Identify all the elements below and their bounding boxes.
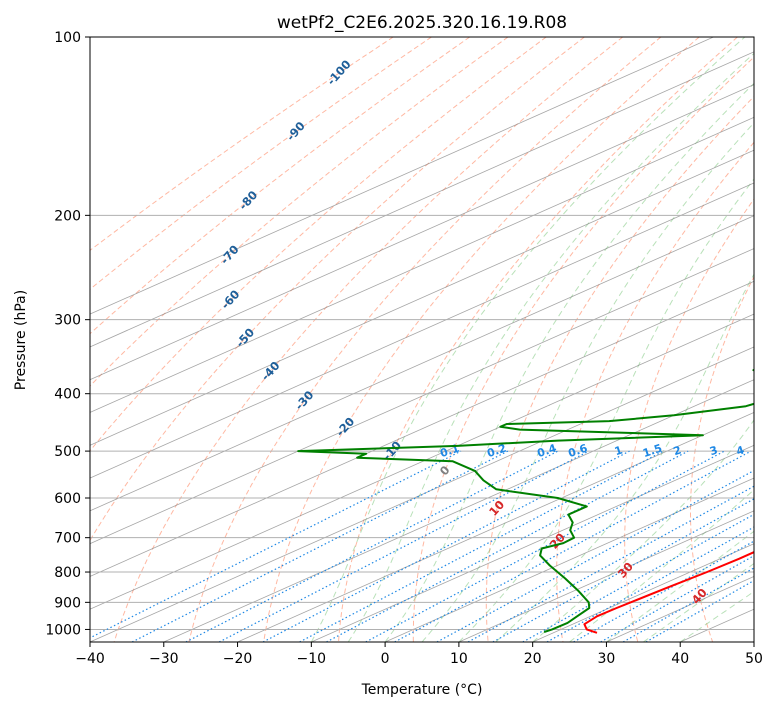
mixing-ratio-line — [600, 554, 754, 642]
isotherm-line — [90, 313, 754, 610]
dry-adiabat-line — [90, 37, 432, 290]
mixing-ratio-line — [622, 567, 754, 642]
moist-adiabat-line — [643, 562, 754, 642]
dry-adiabat-line — [188, 37, 662, 642]
moist-adiabat-line — [606, 530, 754, 642]
mixing-ratio-label: 0.2 — [485, 442, 508, 460]
mixing-ratio-label: 4 — [735, 443, 747, 458]
moist-adiabat-line — [421, 122, 754, 642]
moist-adiabat-line — [310, 37, 746, 642]
moist-adiabat-line — [495, 273, 754, 642]
mixing-ratio-line — [262, 450, 630, 642]
chart-title: wetPf2_C2E6.2025.320.16.19.R08 — [277, 13, 567, 33]
moist-adiabat-line — [532, 419, 754, 642]
x-axis-label: Temperature (°C) — [361, 682, 483, 698]
axes: −40 −30 −20 −10 0 10 20 30 40 50 1000 900 800 700 600 5… — [45, 30, 763, 667]
mixing-ratio-label: 0.6 — [567, 442, 590, 460]
isotherm-line — [90, 280, 754, 577]
isotherm-line — [90, 182, 754, 479]
isotherm-line — [90, 37, 714, 315]
x-tick-label: 10 — [450, 651, 468, 667]
mixing-ratio-label: 1 — [613, 444, 624, 459]
isotherm-line — [90, 84, 754, 381]
mixing-ratio-label: 6 — [774, 443, 775, 458]
mixing-ratio-label: 3 — [708, 444, 719, 459]
x-tick-label: 40 — [671, 651, 689, 667]
isotherm-line — [384, 477, 754, 642]
mixing-ratio-line — [326, 450, 689, 642]
isotherm-line — [90, 346, 754, 642]
moist-adiabat-line — [347, 52, 754, 642]
dry-adiabat-line — [485, 95, 754, 642]
x-tick-label: −10 — [297, 651, 327, 667]
y-tick-label: 700 — [54, 531, 81, 547]
dewpoint-profile — [297, 368, 754, 633]
moist-adiabat-line — [679, 590, 754, 642]
isotherm-line — [458, 510, 754, 642]
dry-adiabat-line — [90, 37, 509, 387]
dry-adiabat-line — [412, 56, 754, 642]
isotherm-line — [90, 149, 754, 446]
dry-adiabat-line — [624, 198, 754, 642]
x-tick-label: −40 — [75, 651, 105, 667]
y-tick-label: 500 — [54, 444, 81, 460]
y-tick-label: 900 — [54, 595, 81, 611]
mixing-ratio-line — [299, 450, 664, 642]
temperature-profile — [583, 551, 754, 634]
mixing-ratio-label: 1.5 — [641, 442, 664, 460]
isotherm-line — [163, 379, 754, 642]
y-tick-label: 1000 — [45, 622, 81, 638]
sounding-profiles — [297, 368, 754, 634]
y-axis-label: Pressure (hPa) — [13, 290, 29, 390]
mixing-ratio-line — [185, 450, 559, 642]
mixing-ratio-line — [394, 450, 752, 642]
dry-adiabat-line — [113, 37, 624, 642]
y-tick-label: 800 — [54, 565, 81, 581]
x-tick-label: 50 — [745, 651, 763, 667]
moist-adiabat-line — [384, 82, 754, 642]
x-tick-label: 30 — [598, 651, 616, 667]
plot-frame — [89, 36, 755, 643]
x-tick-label: 20 — [524, 651, 542, 667]
dry-adiabat-line — [338, 37, 738, 642]
y-tick-label: 600 — [54, 491, 81, 507]
isotherm-line — [90, 51, 754, 348]
mixing-ratio-line — [573, 540, 754, 642]
mixing-ratio-line — [436, 469, 754, 642]
mixing-ratio-line — [546, 526, 754, 642]
dry-adiabat-line — [556, 141, 754, 642]
background-lines — [90, 37, 754, 642]
isotherm-line — [90, 248, 754, 545]
isotherm-line — [311, 444, 754, 642]
y-tick-label: 300 — [54, 313, 81, 329]
isotherm-line — [90, 116, 754, 413]
mixing-ratio-label: 2 — [672, 444, 683, 459]
dry-adiabat-line — [90, 37, 470, 335]
x-tick-label: −30 — [149, 651, 179, 667]
mixing-ratio-line — [218, 450, 590, 642]
y-tick-label: 200 — [54, 208, 81, 224]
y-tick-label: 400 — [54, 387, 81, 403]
y-tick-label: 100 — [54, 30, 81, 46]
x-tick-label: 0 — [381, 651, 390, 667]
x-tick-label: −20 — [223, 651, 253, 667]
mixing-ratio-line — [90, 450, 462, 639]
dry-adiabat-line — [263, 37, 700, 642]
isotherm-line — [237, 412, 754, 642]
mixing-ratio-label: 0.4 — [536, 442, 559, 460]
isotherm-line — [90, 215, 754, 512]
mixing-ratio-line — [645, 579, 754, 642]
